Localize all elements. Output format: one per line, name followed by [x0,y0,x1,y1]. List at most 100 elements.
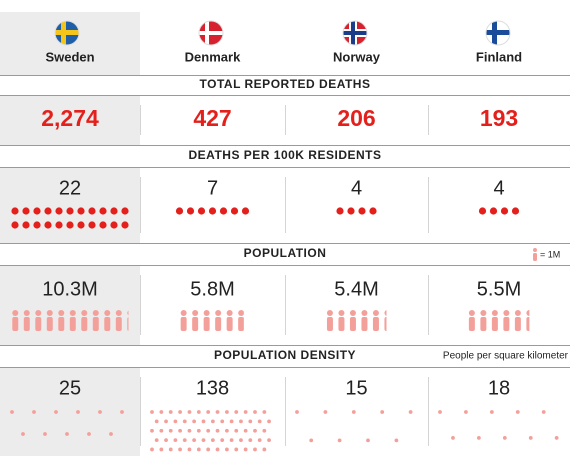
person-head [69,310,76,316]
person-icon [92,310,99,331]
person-head [81,310,88,316]
flag-sweden [55,21,79,45]
density-dot [192,419,197,424]
density-dot [196,410,201,414]
density-dot [173,438,178,442]
person-icon [104,310,111,331]
death-dot [44,207,52,215]
person-icon [12,310,19,331]
person-head [58,310,65,316]
density-dot [210,438,215,442]
value-marks [438,410,559,440]
density-dot [168,410,173,414]
section-note: = 1M [540,249,560,259]
death-dot [99,207,107,215]
person-body [46,317,53,331]
person-icon [180,310,187,331]
density-dot [394,438,399,443]
person-head [480,310,487,316]
person-head [468,310,475,316]
death-dot [99,221,107,229]
value-marks [11,207,129,229]
density-dot [154,419,159,424]
density-dot [192,438,197,442]
density-dot [253,447,257,452]
density-dot [196,447,201,452]
density-dot [225,447,229,452]
death-dot [358,207,366,215]
country-name: Norway [333,49,381,64]
value-marks [295,410,413,443]
density-dot [98,410,102,414]
person-head [35,310,42,316]
death-dot [44,221,52,229]
density-dot [464,410,468,414]
density-dot [76,410,80,414]
person-icon [384,310,387,331]
density-dot [309,438,314,443]
section-title: TOTAL REPORTED DEATHS [200,77,371,91]
value: 4 [493,177,504,199]
density-dot [54,410,58,414]
density-dot [182,419,187,424]
country-name: Denmark [185,49,241,64]
person-body [92,317,99,331]
person-head [503,310,510,316]
section-title: POPULATION DENSITY [214,348,356,362]
value-marks [175,207,250,215]
person-body [81,317,88,331]
person-icon [226,310,233,331]
person-icon [503,310,510,331]
value: 5.4M [334,278,378,300]
person-body [372,317,379,331]
death-dot [121,207,129,215]
death-dot [110,207,118,215]
density-dot [243,447,248,452]
density-dot [323,410,328,414]
death-dot [369,207,377,215]
person-body [491,317,498,331]
death-dot [489,207,498,215]
person-head [192,310,199,316]
person-body [127,317,129,331]
density-dot [220,438,225,442]
density-dot [187,410,192,414]
person-body [58,317,65,331]
person-body [238,317,244,331]
person-body [215,317,222,331]
death-dot [186,207,195,215]
value: 2,274 [41,105,99,131]
density-dot [173,419,178,424]
death-dot [77,207,85,215]
value: 4 [351,177,362,199]
value: 138 [196,377,229,399]
person-head [180,310,187,316]
value-marks [180,310,244,331]
person-icon [361,310,368,331]
death-dot [88,221,96,229]
death-dot [511,207,520,215]
death-dot [121,221,129,229]
death-dot [230,207,239,215]
density-dot [225,410,229,414]
value: 5.5M [477,278,521,300]
person-head [203,310,210,316]
person-head [115,310,122,316]
person-icon [480,310,487,331]
person-icon [491,310,498,331]
density-dot [351,410,356,414]
death-dot [197,207,206,215]
density-dot [229,438,234,442]
person-icon [468,310,475,331]
person-head [127,310,129,316]
density-dot [239,419,243,424]
person-icon [35,310,42,331]
density-dot [528,436,533,440]
flag-norway [343,21,367,45]
section-note: People per square kilometer [443,351,569,362]
person-body [480,317,487,331]
density-dot [109,432,113,436]
person-icon [526,310,530,331]
person-head [326,310,333,316]
density-dot [32,410,36,414]
